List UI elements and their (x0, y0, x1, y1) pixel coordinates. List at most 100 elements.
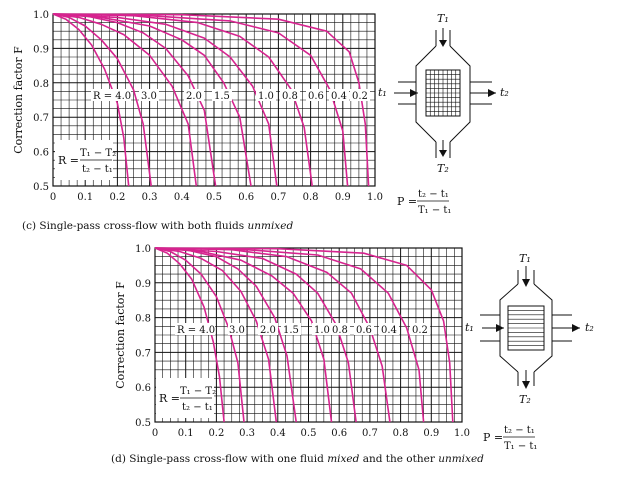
panel-d-label-T1: T₁ (519, 252, 531, 265)
panel-c-curve-R-0.8 (52, 13, 278, 187)
panel-c-r-label-0.6: 0.6 (308, 91, 324, 102)
svg-text:t₂ − t₁: t₂ − t₁ (418, 189, 449, 200)
panel-c-r-formula: R = T₁ − T₂ t₂ − t₁ (55, 140, 116, 180)
panel-c-r-label-4.0: R = 4.0 (93, 91, 131, 102)
panel-d-r-label-0.8: 0.8 (332, 325, 348, 336)
panel-c-curve-R-0.4 (52, 13, 349, 187)
panel-d-x-tick-label: 1.0 (454, 428, 470, 439)
panel-d-curve-R-0.8 (154, 247, 357, 423)
panel-d-x-tick-label: 0.3 (239, 428, 255, 439)
panel-d-y-tick-label: 0.5 (135, 418, 151, 429)
svg-text:R =: R = (159, 392, 180, 405)
panel-d-curve-R-0.6 (154, 247, 391, 423)
panel-d-curve-R-3.0 (154, 247, 245, 423)
panel-c-y-axis-label: Correction factor F (12, 46, 25, 154)
panel-d-chart: 0 0.1 0.2 0.3 0.4 0.5 0.6 0.7 0.8 0.9 1.0 0.5 0.6 0.7… (111, 244, 594, 465)
panel-d-curve-R-4.0 (154, 247, 225, 423)
svg-text:T₁ − t₁: T₁ − t₁ (504, 441, 537, 452)
panel-d-r-labels: R = 4.0 3.0 2.0 1.5 1.0 0.8 0.6 0.4 0.2 (175, 323, 430, 336)
panel-c-x-tick-label: 0 (50, 192, 56, 203)
panel-c-curves (52, 13, 370, 187)
svg-text:P =: P = (483, 431, 503, 444)
panel-d-exchanger-diagram (480, 266, 580, 389)
svg-text:T₁ − T₂: T₁ − T₂ (80, 148, 116, 159)
panel-c-y-tick-label: 0.5 (33, 182, 49, 193)
panel-c-x-tick-label: 0.9 (335, 192, 351, 203)
panel-c-label-t1: t₁ (378, 86, 387, 99)
panel-c-x-tick-label: 0.7 (270, 192, 286, 203)
panel-d-x-tick-label: 0 (152, 428, 158, 439)
panel-d-ticks: 0 0.1 0.2 0.3 0.4 0.5 0.6 0.7 0.8 0.9 1.0 0.5 0.6 0.7… (135, 244, 470, 439)
panel-d-r-label-1.5: 1.5 (283, 325, 299, 336)
panel-c-ticks: 0 0.1 0.2 0.3 0.4 0.5 0.6 0.7 0.8 0.9 1.0 0.5 0.6 0.7… (33, 10, 383, 203)
svg-text:t₂ − t₁: t₂ − t₁ (182, 402, 213, 413)
panel-d-curve-R-2.0 (154, 247, 278, 423)
panel-c-r-label-0.4: 0.4 (331, 91, 347, 102)
panel-d-y-tick-label: 0.6 (135, 383, 151, 394)
panel-d-label-t1: t₁ (465, 321, 474, 334)
panel-d-y-tick-label: 0.8 (135, 314, 151, 325)
panel-c-x-tick-label: 0.8 (303, 192, 319, 203)
panel-d-curve-R-0.4 (154, 247, 425, 423)
panel-d-x-tick-label: 0.5 (301, 428, 317, 439)
panel-d-x-tick-label: 0.2 (208, 428, 224, 439)
panel-d-plot-frame (154, 247, 463, 423)
panel-d-y-tick-label: 0.9 (135, 279, 151, 290)
panel-d-p-formula: P = t₂ − t₁ T₁ − t₁ (483, 425, 537, 452)
panel-c-label-t2: t₂ (500, 86, 509, 99)
panel-c-r-label-1.0: 1.0 (258, 91, 274, 102)
panel-d-x-tick-label: 0.4 (270, 428, 286, 439)
panel-d-curves (154, 247, 454, 423)
panel-d-x-tick-label: 0.9 (423, 428, 439, 439)
svg-text:T₁ − T₂: T₁ − T₂ (180, 386, 216, 397)
panel-c-y-tick-label: 0.7 (33, 113, 49, 124)
panel-d-r-label-2.0: 2.0 (260, 325, 276, 336)
panel-d-curve-R-1.0 (154, 247, 333, 423)
panel-c-exchanger-diagram (394, 28, 496, 158)
panel-d-x-tick-label: 0.6 (331, 428, 347, 439)
panel-c-curve-R-0.6 (52, 13, 313, 187)
panel-c-x-tick-label: 0.6 (238, 192, 254, 203)
panel-c-curve-R-1.0 (52, 13, 252, 187)
panel-d-x-tick-label: 0.1 (178, 428, 194, 439)
panel-c-label-T1: T₁ (437, 12, 449, 25)
panel-c-p-formula: P = t₂ − t₁ T₁ − t₁ (397, 189, 451, 216)
panel-d-curve-R-0.2 (154, 247, 454, 423)
panel-d-label-T2: T₂ (519, 393, 531, 406)
panel-c-x-tick-label: 0.4 (174, 192, 190, 203)
panel-c-r-label-0.2: 0.2 (352, 91, 368, 102)
panel-c-curve-R-3.0 (52, 13, 152, 187)
panel-c-r-labels: R = 4.0 3.0 2.0 1.5 1.0 0.8 0.6 0.4 0.2 (91, 89, 370, 102)
panel-c-y-tick-label: 0.9 (33, 44, 49, 55)
panel-c-curve-R-0.2 (52, 13, 370, 187)
panel-c-y-tick-label: 0.6 (33, 148, 49, 159)
panel-d-r-label-0.4: 0.4 (381, 325, 397, 336)
panel-d-x-tick-label: 0.8 (393, 428, 409, 439)
panel-c-chart: 0 0.1 0.2 0.3 0.4 0.5 0.6 0.7 0.8 0.9 1.0 0.5 0.6 0.7… (12, 10, 509, 232)
panel-c-plot-frame (52, 13, 376, 187)
panel-d-r-label-4.0: R = 4.0 (177, 325, 215, 336)
panel-d-r-formula: R = T₁ − T₂ t₂ − t₁ (156, 378, 216, 418)
panel-c-curve-R-2.0 (52, 13, 198, 187)
panel-c-x-tick-label: 0.5 (206, 192, 222, 203)
panel-d-y-axis-label: Correction factor F (114, 281, 127, 389)
panel-d-x-tick-label: 0.7 (362, 428, 378, 439)
panel-c-r-label-3.0: 3.0 (141, 91, 157, 102)
panel-d-r-label-3.0: 3.0 (229, 325, 245, 336)
svg-text:t₂ − t₁: t₂ − t₁ (82, 164, 113, 175)
panel-c-r-label-1.5: 1.5 (214, 91, 230, 102)
panel-c-r-label-0.8: 0.8 (282, 91, 298, 102)
panel-c-caption: (c) Single-pass cross-flow with both flu… (22, 220, 293, 232)
panel-d-r-label-1.0: 1.0 (314, 325, 330, 336)
panel-c-x-tick-label: 0.1 (77, 192, 93, 203)
panel-c-y-tick-label: 0.8 (33, 79, 49, 90)
svg-text:T₁ − t₁: T₁ − t₁ (418, 205, 451, 216)
panel-c-x-tick-label: 1.0 (367, 192, 383, 203)
panel-c-y-tick-label: 1.0 (33, 10, 49, 21)
panel-c-curve-R-4.0 (52, 13, 130, 187)
panel-d-y-tick-label: 0.7 (135, 348, 151, 359)
svg-text:t₂ − t₁: t₂ − t₁ (504, 425, 535, 436)
panel-d-caption: (d) Single-pass cross-flow with one flui… (111, 453, 484, 465)
svg-text:P =: P = (397, 195, 417, 208)
panel-d-r-label-0.2: 0.2 (412, 325, 428, 336)
